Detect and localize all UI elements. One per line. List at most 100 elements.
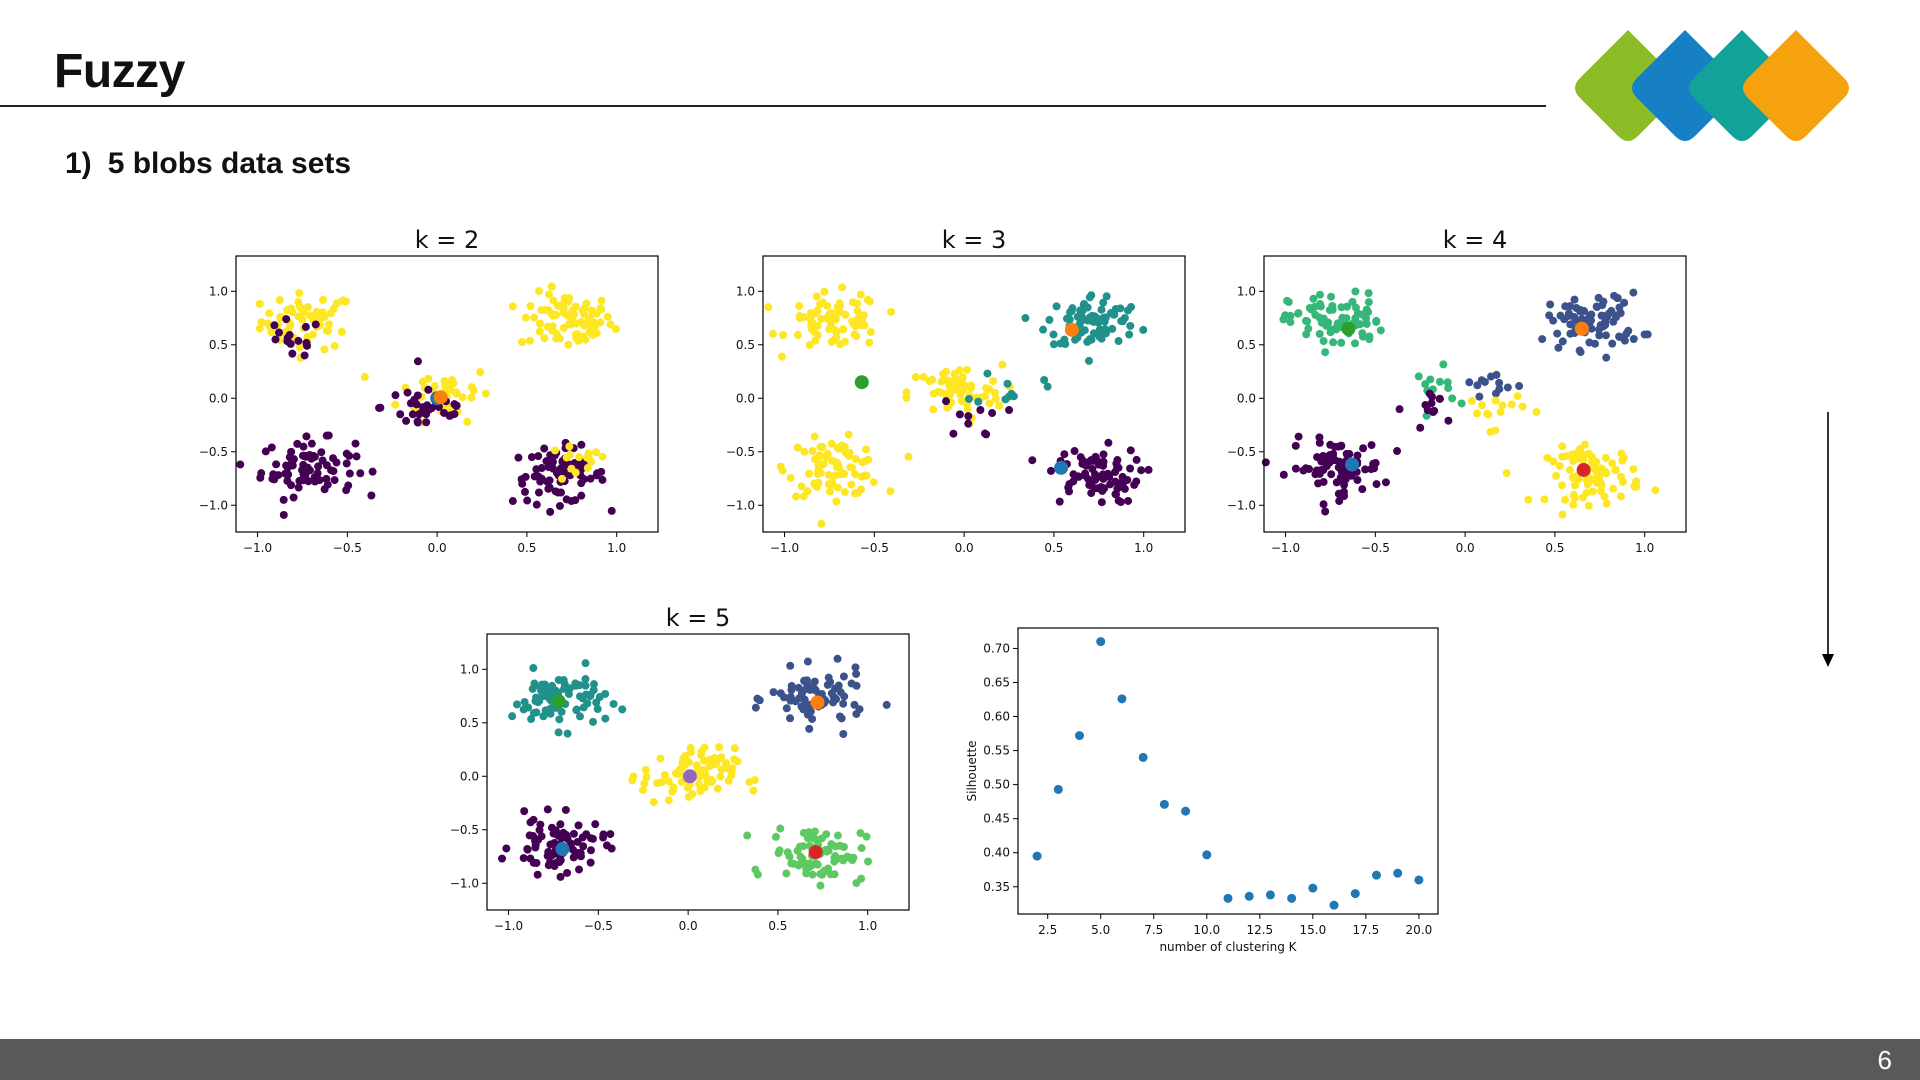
data-point xyxy=(1609,484,1618,493)
y-tick-label: −1.0 xyxy=(199,498,228,512)
data-point xyxy=(1587,310,1596,319)
data-point xyxy=(776,824,785,833)
data-point xyxy=(980,429,989,438)
data-point xyxy=(845,452,854,461)
data-point xyxy=(956,390,965,399)
data-point xyxy=(951,375,960,384)
slide-title: Fuzzy xyxy=(54,45,185,98)
data-point xyxy=(1099,298,1108,307)
data-point xyxy=(1595,331,1604,340)
data-point xyxy=(286,339,295,348)
data-point xyxy=(696,785,705,794)
data-point xyxy=(1370,464,1379,473)
silhouette-point xyxy=(1350,889,1360,899)
data-point xyxy=(450,400,459,409)
data-point xyxy=(640,779,649,788)
data-point xyxy=(345,451,354,460)
plot-frame xyxy=(1017,627,1439,915)
data-point xyxy=(886,487,895,496)
silhouette-point xyxy=(1159,799,1169,809)
data-point xyxy=(684,758,693,767)
data-point xyxy=(1070,447,1079,456)
data-point xyxy=(586,858,595,867)
data-point xyxy=(911,373,920,382)
data-point xyxy=(1126,446,1135,455)
data-point xyxy=(586,846,595,855)
y-tick-label: 0.55 xyxy=(983,744,1010,758)
data-point xyxy=(300,351,309,360)
data-point xyxy=(269,470,278,479)
data-point xyxy=(964,419,973,428)
data-point xyxy=(508,302,517,311)
data-point xyxy=(406,399,415,408)
data-point xyxy=(319,295,328,304)
data-point xyxy=(1337,441,1346,450)
data-point xyxy=(1556,311,1565,320)
data-point xyxy=(581,659,590,668)
data-point xyxy=(1585,338,1594,347)
x-tick-label: 1.0 xyxy=(1635,541,1654,555)
data-point xyxy=(1439,360,1448,369)
data-point xyxy=(415,410,424,419)
data-point xyxy=(641,765,650,774)
data-point xyxy=(1569,456,1578,465)
data-point xyxy=(833,654,842,663)
data-point xyxy=(1629,288,1638,297)
data-point xyxy=(1416,423,1425,432)
data-point xyxy=(311,320,320,329)
data-point xyxy=(807,682,816,691)
data-point xyxy=(1570,295,1579,304)
data-point xyxy=(606,320,615,329)
data-point xyxy=(1564,311,1573,320)
data-point xyxy=(294,312,303,321)
data-point xyxy=(937,388,946,397)
data-point xyxy=(1043,382,1052,391)
data-point xyxy=(586,474,595,483)
data-point xyxy=(793,331,802,340)
data-point xyxy=(1558,442,1567,451)
data-point xyxy=(1097,305,1106,314)
data-point xyxy=(1104,438,1113,447)
data-point xyxy=(656,754,665,763)
data-point xyxy=(1495,378,1504,387)
data-point xyxy=(1330,442,1339,451)
data-point xyxy=(446,411,455,420)
data-point xyxy=(782,869,791,878)
data-point xyxy=(603,312,612,321)
data-point xyxy=(1582,475,1591,484)
data-point xyxy=(512,700,521,709)
data-point xyxy=(848,317,857,326)
data-point xyxy=(573,329,582,338)
data-point xyxy=(1361,465,1370,474)
data-point xyxy=(1587,457,1596,466)
data-point xyxy=(317,448,326,457)
data-point xyxy=(857,844,866,853)
data-point xyxy=(796,852,805,861)
data-point xyxy=(836,688,845,697)
data-point xyxy=(1555,462,1564,471)
data-point xyxy=(779,693,788,702)
data-point xyxy=(279,510,288,519)
data-point xyxy=(786,473,795,482)
data-point xyxy=(840,488,849,497)
data-point xyxy=(1348,297,1357,306)
data-point xyxy=(764,303,773,312)
data-point xyxy=(1393,447,1402,456)
data-point xyxy=(1085,481,1094,490)
data-point xyxy=(1283,296,1292,305)
data-point xyxy=(865,297,874,306)
y-tick-label: −1.0 xyxy=(726,498,755,512)
centroid-point xyxy=(551,694,566,709)
data-point xyxy=(1309,294,1318,303)
x-tick-label: 0.5 xyxy=(1044,541,1063,555)
data-point xyxy=(1615,303,1624,312)
data-point xyxy=(818,442,827,451)
data-point xyxy=(816,881,825,890)
data-point xyxy=(1570,494,1579,503)
data-point xyxy=(990,388,999,397)
plot-frame xyxy=(762,255,1186,533)
data-point xyxy=(529,858,538,867)
data-point xyxy=(532,500,541,509)
data-point xyxy=(580,304,589,313)
data-point xyxy=(1617,449,1626,458)
